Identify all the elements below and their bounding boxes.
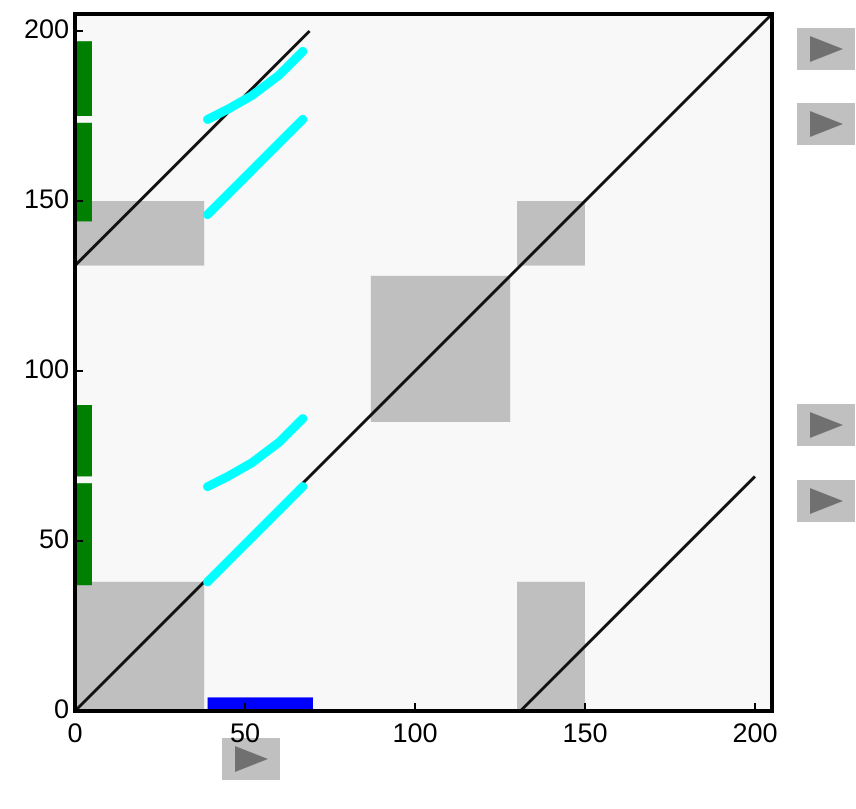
play-button[interactable]	[797, 480, 855, 522]
plot-frame	[73, 12, 774, 713]
play-button[interactable]	[797, 28, 855, 70]
dense-block	[517, 581, 585, 711]
x-tick-label: 50	[230, 718, 260, 748]
diagonal-stripe	[73, 12, 774, 713]
segment-bar	[75, 405, 92, 477]
segment-bar	[207, 697, 313, 711]
x-tick-label: 200	[732, 718, 777, 748]
y-tick-label: 0	[54, 694, 69, 724]
x-tick-label: 150	[562, 718, 607, 748]
plot-marks	[73, 12, 774, 713]
y-tick-label: 100	[24, 354, 69, 384]
play-button[interactable]	[797, 103, 855, 145]
match-curve	[203, 114, 308, 220]
y-tick-label: 200	[24, 14, 69, 44]
segment-bar	[75, 483, 92, 586]
match-curve	[203, 482, 308, 587]
match-curve	[203, 414, 308, 492]
diagonal-stripe	[519, 475, 757, 713]
dense-block	[75, 201, 205, 266]
x-tick-label: 100	[392, 718, 437, 748]
x-tick-label: 0	[67, 718, 82, 748]
y-tick-label: 50	[39, 524, 69, 554]
play-button[interactable]	[222, 738, 280, 780]
play-button[interactable]	[797, 404, 855, 446]
y-tick-label: 150	[24, 184, 69, 214]
segment-bar	[75, 41, 92, 117]
match-curve	[203, 46, 308, 124]
segment-bar	[75, 122, 92, 222]
diagonal-stripe	[73, 29, 311, 267]
